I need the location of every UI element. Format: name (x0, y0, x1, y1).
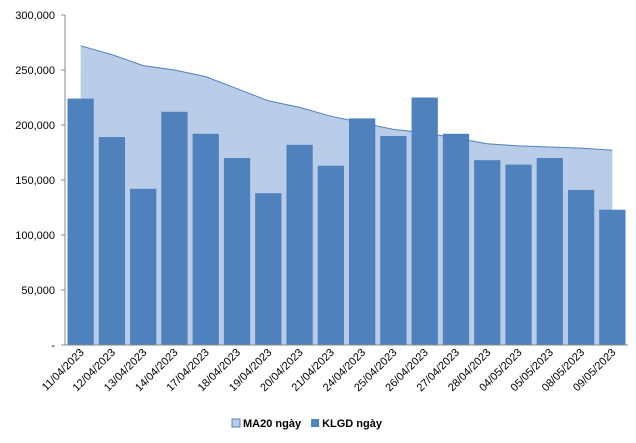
legend-swatch (311, 419, 320, 427)
legend-swatch (231, 418, 241, 428)
bar (567, 189, 595, 345)
bar (380, 136, 407, 345)
bar (161, 111, 188, 345)
legend-label: KLGD ngày (322, 418, 383, 430)
bar (317, 165, 344, 345)
bar (130, 188, 157, 345)
y-tick-label: 200,000 (15, 120, 55, 132)
bar (536, 158, 563, 345)
bar (442, 133, 470, 345)
y-tick-label: 250,000 (15, 65, 55, 77)
y-tick-label: 300,000 (15, 10, 55, 22)
bar (286, 144, 313, 345)
bar (411, 97, 438, 345)
legend-label: MA20 ngày (243, 418, 302, 430)
y-tick-label: 150,000 (15, 175, 55, 187)
bar (505, 164, 532, 345)
bar (223, 158, 251, 345)
y-tick-label: 50,000 (21, 285, 55, 297)
y-tick-label: 100,000 (15, 230, 55, 242)
bar (255, 193, 282, 345)
bar (349, 118, 376, 346)
bar (599, 209, 626, 345)
ma-area (80, 45, 613, 346)
y-tick-label: - (51, 340, 55, 352)
bar (67, 98, 94, 345)
ma-line (80, 45, 613, 151)
bar (98, 137, 126, 345)
bar (192, 133, 219, 345)
bar (474, 160, 501, 345)
